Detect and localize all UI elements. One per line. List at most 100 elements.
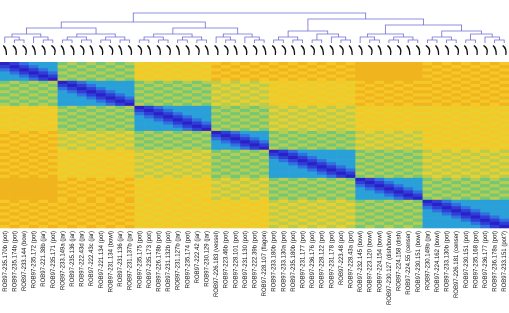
heatmap-cell [412,80,423,85]
heatmap-cell [355,65,366,69]
heatmap-cell [480,68,491,72]
heatmap-cell [124,224,135,229]
heatmap-cell [316,127,327,132]
heatmap-cell [192,149,202,154]
heatmap-cell [374,165,385,169]
heatmap-cell [230,118,241,122]
heatmap-cell [105,196,116,201]
heatmap-cell [326,212,337,216]
heatmap-cell [172,218,183,223]
heatmap-cell [268,152,279,157]
heatmap-cell [326,130,337,135]
heatmap-cell [460,181,471,185]
heatmap-cell [499,168,509,172]
heatmap-cell [57,118,68,122]
heatmap-cell [9,140,20,144]
heatmap-cell [182,74,193,78]
heatmap-cell [124,152,135,157]
heatmap-cell [326,199,337,204]
heatmap-cell [124,221,135,226]
heatmap-cell [412,162,423,166]
heatmap-cell [355,165,366,169]
heatmap-cell [374,218,385,223]
heatmap-cell [316,77,327,82]
heatmap-cell [288,127,299,132]
heatmap-cell [220,187,231,191]
heatmap-cell [48,215,58,219]
heatmap-cell [307,99,318,104]
heatmap-cell [297,80,308,85]
heatmap-cell [86,212,97,216]
heatmap-cell [259,221,270,226]
heatmap-cell [48,209,58,213]
heatmap-cell [374,127,385,132]
heatmap-cell [86,90,97,94]
heatmap-cell [480,71,491,75]
heatmap-cell [288,199,299,204]
heatmap-cell [192,140,202,144]
heatmap-cell [124,87,135,91]
heatmap-cell [259,190,270,194]
heatmap-cell [422,168,433,172]
heatmap-cell [201,90,212,94]
heatmap-cell [460,68,471,72]
heatmap-cell [76,190,87,194]
heatmap-cell [38,127,49,132]
heatmap-cell [28,77,39,82]
heatmap-cell [134,140,145,144]
heatmap-cell [432,68,443,72]
heatmap-cell [28,177,39,182]
heatmap-cell [211,143,222,147]
heatmap-cell [278,190,289,194]
heatmap-cell [105,65,116,69]
heatmap-cell [432,124,443,129]
heatmap-cell [499,177,509,182]
heatmap-cell [153,127,164,132]
heatmap-cell [470,159,481,163]
heatmap-cell [345,93,356,97]
heatmap-cell [412,68,423,72]
heatmap-cell [249,65,260,69]
heatmap-cell [115,134,126,138]
heatmap-cell [182,221,193,226]
heatmap-cell [153,99,164,104]
heatmap-cell [182,68,193,72]
heatmap-cell [124,177,135,182]
heatmap-cell [38,155,49,160]
heatmap-cell [307,96,318,100]
heatmap-cell [153,112,164,116]
heatmap-cell [374,212,385,216]
heatmap-cell [211,159,222,163]
heatmap-cell [134,199,145,204]
heatmap-cell [144,137,154,141]
heatmap-cell [345,209,356,213]
heatmap-cell [220,65,231,69]
dendrogram-link [100,39,111,43]
heatmap-cell [240,181,250,185]
heatmap-cell [374,118,385,122]
heatmap-cell [470,65,481,69]
heatmap-cell [326,218,337,223]
heatmap-cell [364,152,375,157]
heatmap-cell [96,87,106,91]
heatmap-cell [124,181,135,185]
heatmap-cell [124,209,135,213]
heatmap-cell [28,212,39,216]
heatmap-cell [441,112,452,116]
heatmap-cell [288,174,299,179]
vessel-icon [12,45,17,55]
heatmap-cell [240,143,250,147]
heatmap-cell [67,155,78,160]
heatmap-cell [259,77,270,82]
heatmap-cell [134,74,145,78]
heatmap-cell [470,155,481,160]
heatmap-cell [364,171,375,176]
heatmap-cell [57,206,68,210]
heatmap-cell [393,83,404,88]
heatmap-cell [288,165,299,169]
heatmap-cell [38,68,49,72]
dendrogram-link [119,39,131,43]
heatmap-cell [374,187,385,191]
heatmap-cell [412,143,423,147]
heatmap-cell [182,202,193,207]
